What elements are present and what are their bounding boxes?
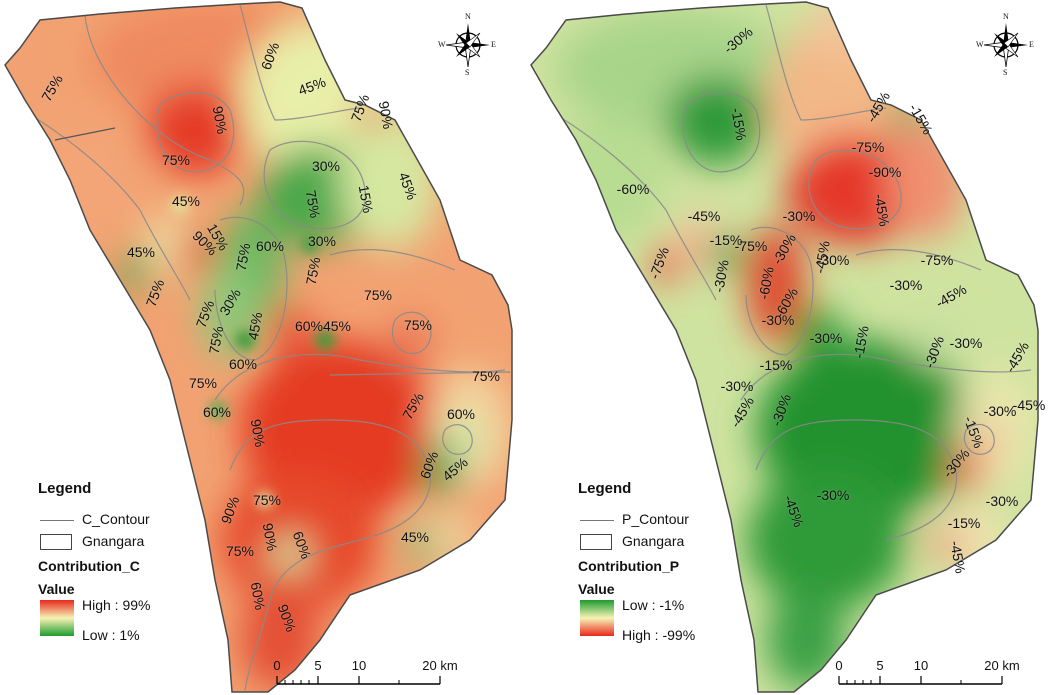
contour-label: 45% <box>400 529 430 545</box>
scale-tick-0: 0 <box>835 658 843 673</box>
compass-e: E <box>1029 40 1034 49</box>
value-legend-label: Value <box>578 581 615 597</box>
color-ramp-c <box>40 600 74 636</box>
compass-s: S <box>465 68 470 77</box>
compass-w: W <box>438 40 446 49</box>
scale-tick-10: 10 <box>351 658 367 673</box>
contour-label: -15% <box>947 515 981 531</box>
ramp-high-label: High : -99% <box>622 627 696 643</box>
region-legend-label: Gnangara <box>622 533 685 549</box>
contour-label: -90% <box>868 164 902 180</box>
map-c-canvas <box>4 1 513 693</box>
contour-label: -30% <box>816 487 850 503</box>
contour-label: -30% <box>809 330 843 346</box>
contour-label: -15% <box>759 357 793 373</box>
legend-title: Legend <box>578 480 632 497</box>
compass-n: N <box>1003 12 1009 21</box>
region-legend-label: Gnangara <box>82 533 145 549</box>
scale-tick-20: 20 km <box>984 658 1020 673</box>
compass-w: W <box>976 40 984 49</box>
north-arrow-c: N S W E <box>438 12 496 77</box>
map-panel-p: -30% -15% -45% -15% -60% -75% -90% -45% -30% -45%… <box>526 0 1052 695</box>
contour-label: 60% <box>446 406 476 422</box>
contour-label: 60% <box>294 318 324 334</box>
contour-label: -30% <box>761 312 795 328</box>
contour-label: 75% <box>471 368 501 384</box>
contour-label: -30% <box>816 252 850 268</box>
contour-label: 75% <box>225 543 255 559</box>
contour-label: 30% <box>311 158 341 174</box>
contour-label: 75% <box>363 287 393 303</box>
contour-legend-label: C_Contour <box>82 511 150 527</box>
contour-label: -30% <box>983 403 1017 419</box>
contour-label: -75% <box>920 252 954 268</box>
contour-label: -30% <box>720 378 754 394</box>
scale-tick-5: 5 <box>876 658 884 673</box>
contour-label: -30% <box>782 208 816 224</box>
compass-s: S <box>1003 68 1008 77</box>
compass-n: N <box>465 12 471 21</box>
contour-label: 60% <box>202 404 232 420</box>
scale-tick-5: 5 <box>314 658 322 673</box>
color-ramp-p <box>580 600 614 636</box>
contour-label: 60% <box>228 356 258 372</box>
region-swatch <box>40 534 72 550</box>
compass-e: E <box>491 40 496 49</box>
contour-label: -30% <box>889 277 923 293</box>
scale-bar-graphic <box>838 676 1003 685</box>
region-swatch <box>580 534 612 550</box>
contour-label: 75% <box>252 492 282 508</box>
contour-label: -45% <box>687 208 721 224</box>
contour-label: 60% <box>255 238 285 254</box>
contour-label: 75% <box>188 375 218 391</box>
contour-label: 45% <box>171 193 201 209</box>
map-panel-c: 75% 90% 75% 60% 45% 75% 90% 30% 15% 45% 75% 45% 45% 9… <box>4 1 513 693</box>
contour-label: 45% <box>322 318 352 334</box>
compass-rose-icon <box>445 23 490 68</box>
scale-tick-20: 20 km <box>422 658 458 673</box>
contour-swatch <box>40 520 74 521</box>
value-legend-label: Value <box>38 581 75 597</box>
scale-bar-graphic <box>276 676 441 685</box>
legend-title: Legend <box>38 480 92 497</box>
scale-tick-10: 10 <box>913 658 929 673</box>
contour-label: 75% <box>161 152 191 168</box>
scale-tick-0: 0 <box>273 658 281 673</box>
map-p-canvas <box>530 1 1039 693</box>
contour-label: 30% <box>307 233 337 249</box>
contour-swatch <box>580 520 614 521</box>
ramp-high-label: High : 99% <box>82 597 151 613</box>
field-legend-label: Contribution_P <box>578 558 680 574</box>
ramp-low-label: Low : -1% <box>622 597 685 613</box>
contour-label: -60% <box>616 181 650 197</box>
compass-rose-icon <box>983 23 1028 68</box>
contour-label: -45% <box>1012 397 1046 413</box>
contour-label: 75% <box>403 317 433 333</box>
north-arrow-p: N S W E <box>976 12 1034 77</box>
contour-label: -15% <box>709 232 743 248</box>
contour-label: -75% <box>851 139 885 155</box>
ramp-low-label: Low : 1% <box>82 627 140 643</box>
contour-label: -30% <box>985 493 1019 509</box>
field-legend-label: Contribution_C <box>38 558 140 574</box>
contour-legend-label: P_Contour <box>622 511 689 527</box>
contour-label: -75% <box>734 238 768 254</box>
contour-label: -30% <box>949 335 983 351</box>
contour-label: 45% <box>126 244 156 260</box>
